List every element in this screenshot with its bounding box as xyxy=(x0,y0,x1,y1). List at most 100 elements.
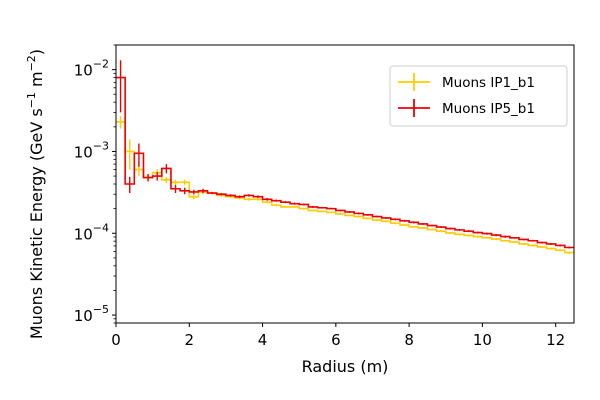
legend-item: Muons IP1_b1 xyxy=(398,73,535,91)
data-point xyxy=(165,167,168,170)
y-tick-label: 10−2 xyxy=(74,58,109,80)
data-point xyxy=(531,244,534,247)
legend-entries: Muons IP1_b1 Muons IP5_b1 xyxy=(398,73,535,117)
x-tick-label: 12 xyxy=(546,331,565,349)
data-point xyxy=(376,219,378,221)
data-point xyxy=(330,211,333,214)
data-point xyxy=(376,215,378,218)
data-point xyxy=(357,215,360,218)
data-point xyxy=(174,187,177,190)
legend-item: Muons IP5_b1 xyxy=(398,99,535,117)
data-point xyxy=(495,234,498,236)
data-point xyxy=(476,231,479,234)
data-point xyxy=(321,210,323,213)
data-point xyxy=(138,168,140,171)
data-point xyxy=(541,246,543,248)
x-axis-label: Radius (m) xyxy=(302,357,389,376)
y-axis-label-main: Muons Kinetic Energy (GeV s xyxy=(27,108,46,339)
legend-label: Muons IP5_b1 xyxy=(442,101,535,117)
x-tick-label: 6 xyxy=(331,331,341,349)
data-point xyxy=(229,194,232,197)
data-point xyxy=(348,211,351,213)
data-point xyxy=(467,230,470,233)
y-tick-label-base: 10 xyxy=(74,62,93,80)
data-point xyxy=(504,239,507,242)
data-point xyxy=(403,224,406,226)
data-point xyxy=(183,181,186,184)
data-point xyxy=(394,222,397,225)
data-point xyxy=(522,238,525,241)
data-point xyxy=(421,227,424,229)
data-point xyxy=(128,150,131,153)
data-point xyxy=(266,201,269,204)
y-axis-label: Muons Kinetic Energy (GeV s−1 m−2) xyxy=(25,49,46,339)
y-axis: 10−510−410−310−2 xyxy=(74,44,116,325)
legend: Muons IP1_b1 Muons IP5_b1 xyxy=(389,65,568,127)
data-point xyxy=(458,233,461,236)
data-point xyxy=(559,249,562,252)
data-point xyxy=(559,244,562,247)
data-point xyxy=(220,193,223,196)
data-point xyxy=(321,206,323,209)
data-point xyxy=(421,223,424,225)
data-point xyxy=(247,198,250,201)
data-point xyxy=(293,202,296,205)
y-tick-label-exponent: −2 xyxy=(93,58,109,71)
data-point xyxy=(431,224,433,227)
data-point xyxy=(192,191,195,193)
data-point xyxy=(367,213,369,216)
data-point xyxy=(174,181,177,184)
data-point xyxy=(128,183,131,185)
y-tick-label-base: 10 xyxy=(74,225,93,243)
data-point xyxy=(312,209,314,212)
data-point xyxy=(440,226,443,228)
y-axis-label-mid: m xyxy=(27,71,46,92)
data-point xyxy=(348,214,351,217)
data-point xyxy=(284,205,287,208)
y-tick-label-exponent: −4 xyxy=(93,221,109,234)
y-tick-label: 10−4 xyxy=(74,221,109,243)
data-point xyxy=(339,213,342,215)
x-tick-label: 0 xyxy=(111,331,121,349)
series-step-line xyxy=(116,121,574,254)
data-point xyxy=(119,120,122,123)
series-2 xyxy=(116,60,574,249)
x-tick-label: 8 xyxy=(404,331,414,349)
data-point xyxy=(183,189,186,192)
data-point xyxy=(431,228,433,231)
data-point xyxy=(138,152,140,155)
data-point xyxy=(522,243,525,245)
data-point xyxy=(275,199,278,202)
data-point xyxy=(449,232,452,234)
data-point xyxy=(550,243,552,245)
data-point xyxy=(467,234,470,237)
data-point xyxy=(550,247,552,250)
data-point xyxy=(440,230,443,233)
legend-label: Muons IP1_b1 xyxy=(442,75,535,91)
data-point xyxy=(302,207,305,210)
data-point xyxy=(385,217,388,219)
data-point xyxy=(403,219,406,222)
data-point xyxy=(486,232,488,235)
data-point xyxy=(458,228,461,231)
data-point xyxy=(257,198,259,201)
data-point xyxy=(367,217,369,220)
data-point xyxy=(302,203,305,206)
data-point xyxy=(394,218,397,221)
data-point xyxy=(238,195,241,198)
data-point xyxy=(147,176,149,179)
series-layer xyxy=(116,60,574,254)
data-point xyxy=(541,241,543,244)
y-tick-label-base: 10 xyxy=(74,143,93,161)
data-point xyxy=(192,195,195,198)
data-point xyxy=(284,201,287,204)
data-point xyxy=(165,178,168,181)
data-point xyxy=(476,235,479,238)
x-tick-label: 10 xyxy=(473,331,492,349)
data-point xyxy=(211,192,214,194)
data-point xyxy=(330,207,333,210)
data-point xyxy=(156,175,159,177)
data-point xyxy=(257,195,259,198)
y-tick-label-base: 10 xyxy=(74,307,93,325)
